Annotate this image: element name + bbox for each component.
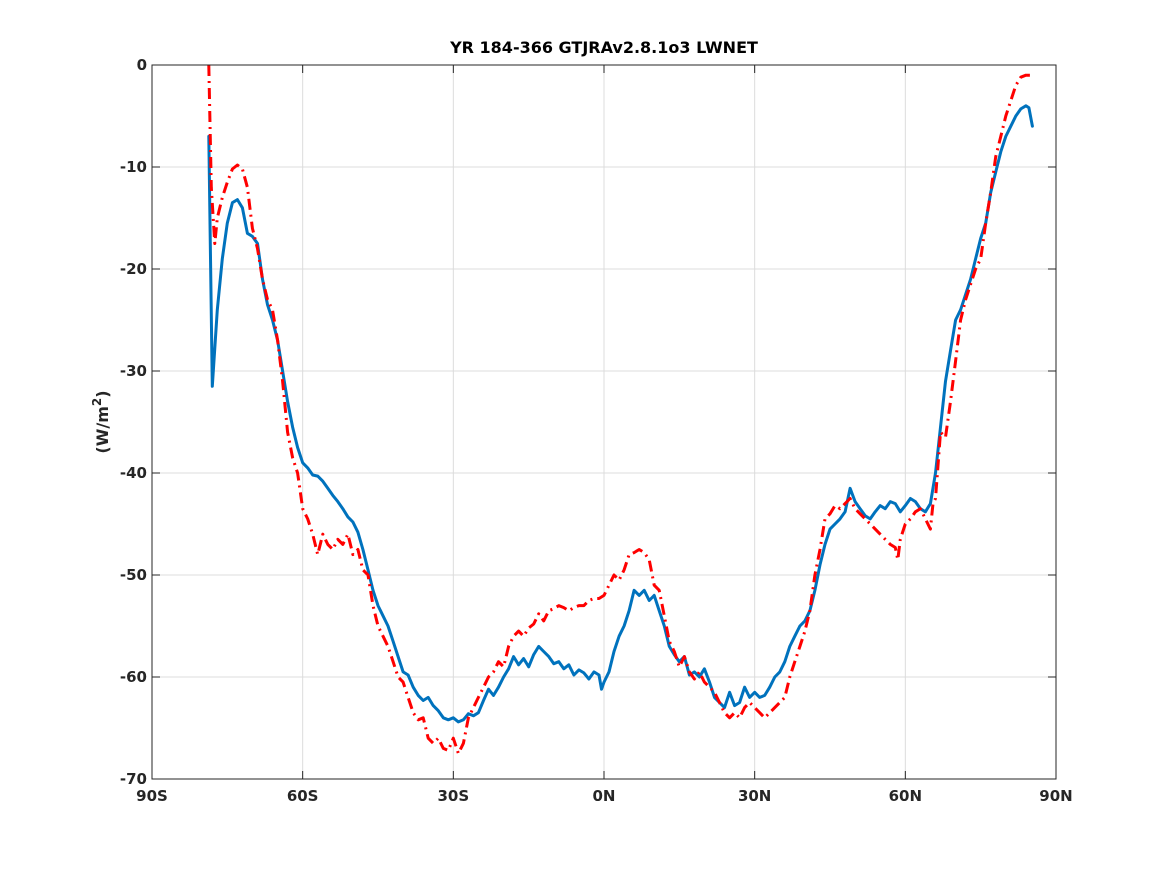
x-tick-label: 30N: [738, 787, 771, 805]
x-tick-label: 30S: [437, 787, 469, 805]
chart-title: YR 184-366 GTJRAv2.8.1o3 LWNET: [449, 38, 758, 57]
x-tick-labels: 90S 60S 30S 0N 30N 60N 90N: [136, 787, 1073, 805]
series-line-1: [207, 104, 1034, 724]
y-axis-label-superscript: 2: [90, 398, 104, 406]
tick-marks: [151, 64, 1057, 780]
y-tick-label: 0: [137, 56, 147, 74]
series-line-2: [207, 64, 1030, 755]
y-tick-label: -50: [120, 566, 147, 584]
y-tick-label: -40: [120, 464, 147, 482]
y-axis-label-suffix: ): [93, 390, 112, 397]
y-tick-label: -70: [120, 770, 147, 788]
y-tick-label: -60: [120, 668, 147, 686]
y-tick-labels: -70 -60 -50 -40 -30 -20 -10 0: [120, 56, 147, 788]
series-lines: [207, 64, 1034, 755]
x-tick-label: 90N: [1039, 787, 1072, 805]
y-tick-label: -20: [120, 260, 147, 278]
x-tick-label: 60S: [287, 787, 319, 805]
x-tick-label: 0N: [593, 787, 616, 805]
y-tick-label: -10: [120, 158, 147, 176]
x-tick-label: 90S: [136, 787, 168, 805]
y-tick-label: -30: [120, 362, 147, 380]
y-axis-label: (W/m2): [90, 390, 112, 453]
x-tick-label: 60N: [889, 787, 922, 805]
y-axis-label-main: (W/m: [93, 406, 112, 453]
